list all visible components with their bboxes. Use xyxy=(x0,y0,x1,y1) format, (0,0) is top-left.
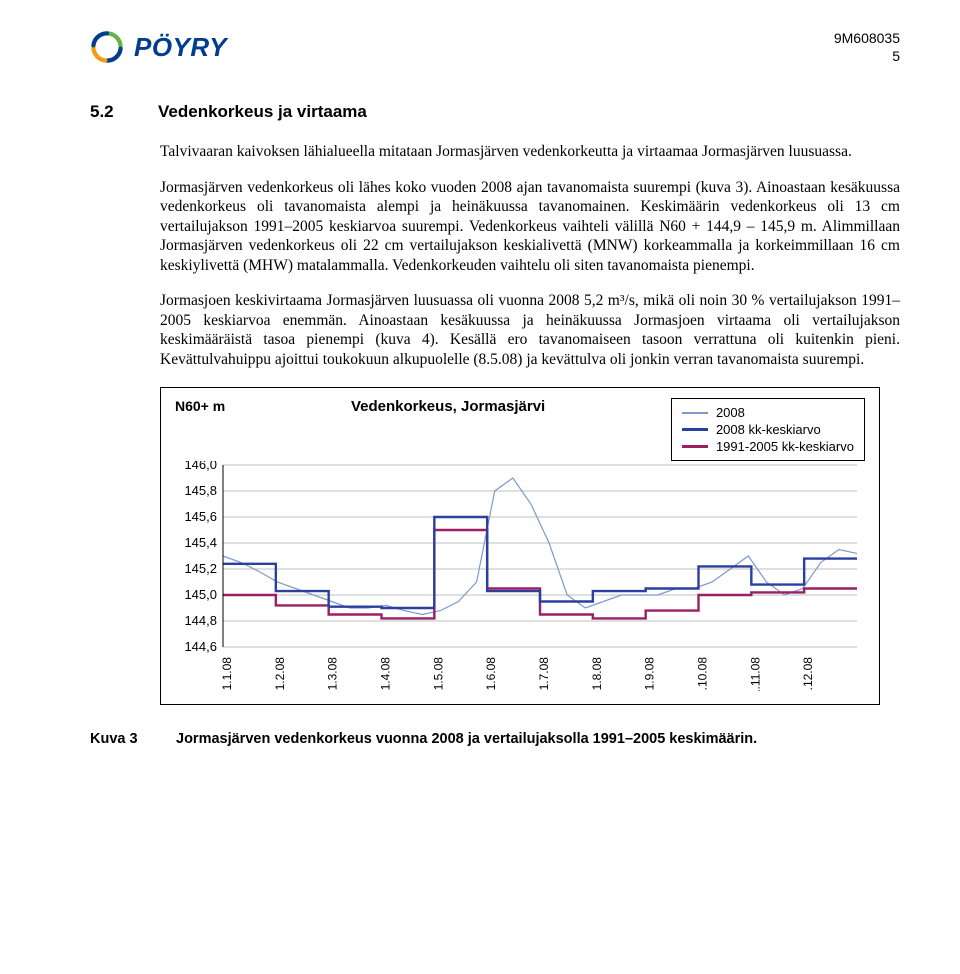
legend-label: 1991-2005 kk-keskiarvo xyxy=(716,439,854,454)
section-heading: 5.2 Vedenkorkeus ja virtaama xyxy=(90,102,900,122)
svg-text:144,6: 144,6 xyxy=(184,639,217,654)
svg-text:144,8: 144,8 xyxy=(184,613,217,628)
svg-text:1.9.08: 1.9.08 xyxy=(643,657,657,691)
chart-plot: 146,0 145,8 145,6 145,4 145,2 145,0 144,8 144,6… xyxy=(175,461,865,691)
logo-text: PÖYRY xyxy=(134,32,227,63)
legend-swatch-icon xyxy=(682,412,708,414)
svg-text:1.6.08: 1.6.08 xyxy=(484,657,498,691)
legend-swatch-icon xyxy=(682,445,708,448)
legend-item-ref: 1991-2005 kk-keskiarvo xyxy=(682,439,854,454)
figure-caption: Kuva 3 Jormasjärven vedenkorkeus vuonna … xyxy=(90,731,900,747)
section-number: 5.2 xyxy=(90,102,130,122)
svg-text:1.5.08: 1.5.08 xyxy=(431,657,445,691)
header-right: 9M608035 5 xyxy=(834,30,900,64)
chart-header: N60+ m Vedenkorkeus, Jormasjärvi 2008 20… xyxy=(175,398,865,461)
company-logo: PÖYRY xyxy=(90,30,227,64)
logo-mark-icon xyxy=(90,30,124,64)
legend-label: 2008 xyxy=(716,405,745,420)
paragraph-2: Jormasjärven vedenkorkeus oli lähes koko… xyxy=(160,178,900,276)
svg-text:145,6: 145,6 xyxy=(184,509,217,524)
svg-text:1.7.08: 1.7.08 xyxy=(537,657,551,691)
svg-text:1.10.08: 1.10.08 xyxy=(695,657,709,691)
svg-text:1.11.08: 1.11.08 xyxy=(748,657,762,691)
section-title: Vedenkorkeus ja virtaama xyxy=(158,102,367,122)
svg-text:146,0: 146,0 xyxy=(184,461,217,472)
chart-header-left: N60+ m xyxy=(175,398,225,414)
legend-item-2008kk: 2008 kk-keskiarvo xyxy=(682,422,854,437)
page-number: 5 xyxy=(834,48,900,64)
document-id: 9M608035 xyxy=(834,30,900,46)
svg-text:145,8: 145,8 xyxy=(184,483,217,498)
figure-3: N60+ m Vedenkorkeus, Jormasjärvi 2008 20… xyxy=(160,387,900,705)
figure-label: Kuva 3 xyxy=(90,731,150,747)
document-page: PÖYRY 9M608035 5 5.2 Vedenkorkeus ja vir… xyxy=(0,0,960,974)
chart-legend: 2008 2008 kk-keskiarvo 1991-2005 kk-kesk… xyxy=(671,398,865,461)
paragraph-3: Jormasjoen keskivirtaama Jormasjärven lu… xyxy=(160,291,900,369)
svg-text:1.12.08: 1.12.08 xyxy=(801,657,815,691)
svg-text:1.3.08: 1.3.08 xyxy=(326,657,340,691)
figure-caption-text: Jormasjärven vedenkorkeus vuonna 2008 ja… xyxy=(176,731,757,747)
svg-text:1.2.08: 1.2.08 xyxy=(273,657,287,691)
legend-item-2008: 2008 xyxy=(682,405,854,420)
paragraph-1: Talvivaaran kaivoksen lähialueella mitat… xyxy=(160,142,900,162)
svg-text:1.4.08: 1.4.08 xyxy=(378,657,392,691)
legend-swatch-icon xyxy=(682,428,708,431)
svg-text:145,4: 145,4 xyxy=(184,535,217,550)
page-header: PÖYRY 9M608035 5 xyxy=(90,30,900,64)
svg-text:145,2: 145,2 xyxy=(184,561,217,576)
svg-text:145,0: 145,0 xyxy=(184,587,217,602)
svg-text:1.8.08: 1.8.08 xyxy=(590,657,604,691)
chart-title: Vedenkorkeus, Jormasjärvi xyxy=(351,398,545,415)
svg-text:1.1.08: 1.1.08 xyxy=(220,657,234,691)
y-axis-title: N60+ m xyxy=(175,398,225,414)
legend-label: 2008 kk-keskiarvo xyxy=(716,422,821,437)
chart-container: N60+ m Vedenkorkeus, Jormasjärvi 2008 20… xyxy=(160,387,880,705)
